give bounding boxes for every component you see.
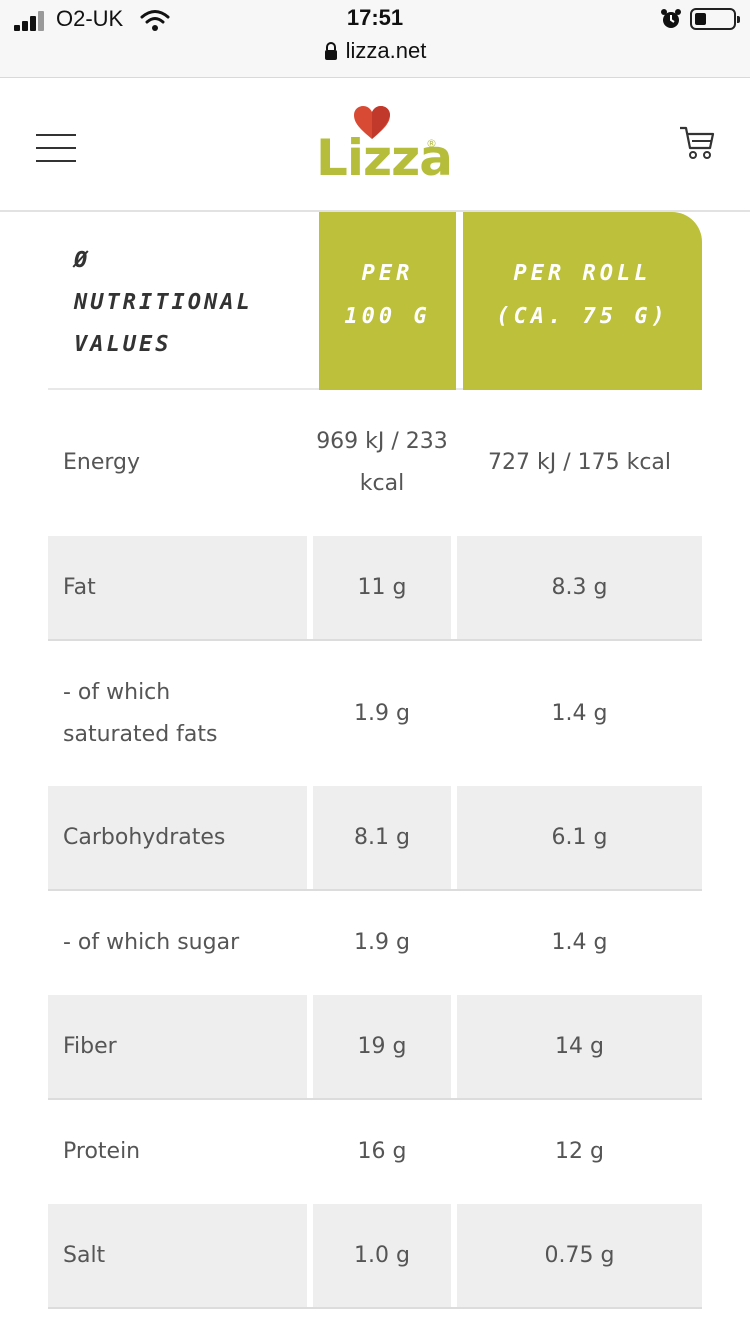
nutrient-name: Energy bbox=[63, 450, 141, 475]
value-per-100g: 1.0 g bbox=[313, 1204, 451, 1307]
logo-text: Lizza bbox=[316, 129, 453, 187]
lizza-logo[interactable]: Lizza ® bbox=[316, 106, 453, 187]
wifi-icon bbox=[140, 10, 170, 31]
table-row-salt: Salt 1.0 g 0.75 g bbox=[48, 1204, 702, 1309]
value-per-roll: 1.4 g bbox=[551, 700, 608, 726]
alarm-icon bbox=[661, 9, 681, 28]
column-header-per-100g: PER 100 G bbox=[319, 212, 456, 390]
heading-text: NUTRITIONAL VALUES bbox=[74, 290, 253, 357]
cart-icon[interactable] bbox=[678, 124, 716, 162]
lock-icon bbox=[324, 42, 337, 60]
url-bar[interactable]: lizza.net bbox=[0, 38, 750, 64]
value-per-roll: 0.75 g bbox=[457, 1204, 702, 1307]
nutritional-values-heading: Ø NUTRITIONAL VALUES bbox=[74, 240, 324, 366]
url-text: lizza.net bbox=[345, 38, 427, 63]
registered-mark: ® bbox=[426, 137, 437, 150]
table-row-carbohydrates: Carbohydrates 8.1 g 6.1 g bbox=[48, 786, 702, 891]
diameter-symbol: Ø bbox=[74, 248, 91, 273]
nutrient-name: - of which sugar bbox=[63, 930, 240, 955]
value-per-roll: 1.4 g bbox=[551, 930, 608, 955]
table-row-fat: Fat 11 g 8.3 g bbox=[48, 536, 702, 641]
table-row-protein: Protein 16 g 12 g bbox=[48, 1100, 702, 1204]
nutrient-name: Salt bbox=[48, 1204, 307, 1307]
nutrient-name: Protein bbox=[63, 1139, 141, 1164]
value-per-roll: 727 kJ / 175 kcal bbox=[487, 450, 672, 475]
battery-icon bbox=[690, 8, 740, 30]
heart-icon bbox=[354, 106, 390, 139]
nutrient-name: Fat bbox=[48, 536, 307, 639]
table-row-energy: Energy 969 kJ / 233 kcal 727 kJ / 175 kc… bbox=[48, 390, 702, 536]
clock: 17:51 bbox=[346, 5, 404, 30]
nutrient-name: - of which saturated fats bbox=[63, 679, 218, 747]
column-header-per-roll: PER ROLL (CA. 75 G) bbox=[463, 212, 702, 390]
value-per-roll: 8.3 g bbox=[457, 536, 702, 639]
nutrient-name: Carbohydrates bbox=[48, 786, 307, 889]
table-header: Ø NUTRITIONAL VALUES PER 100 G PER ROLL … bbox=[48, 212, 702, 390]
table-row-fiber: Fiber 19 g 14 g bbox=[48, 995, 702, 1100]
site-header: Lizza ® bbox=[0, 79, 750, 212]
table-row-saturated-fats: - of which saturated fats 1.9 g 1.4 g bbox=[48, 641, 702, 786]
value-per-100g: 16 g bbox=[357, 1139, 407, 1164]
menu-icon[interactable] bbox=[36, 134, 76, 164]
signal-strength-icon bbox=[14, 11, 48, 31]
value-per-100g: 1.9 g bbox=[354, 930, 410, 955]
value-per-roll: 14 g bbox=[457, 995, 702, 1098]
nutrition-table: Ø NUTRITIONAL VALUES PER 100 G PER ROLL … bbox=[48, 212, 702, 1309]
nutrient-name: Fiber bbox=[48, 995, 307, 1098]
value-per-100g: 969 kJ / 233 kcal bbox=[316, 429, 448, 496]
value-per-100g: 11 g bbox=[313, 536, 451, 639]
value-per-roll: 6.1 g bbox=[457, 786, 702, 889]
value-per-roll: 12 g bbox=[555, 1139, 604, 1164]
status-bar: O2-UK 17:51 lizza.net bbox=[0, 0, 750, 78]
value-per-100g: 1.9 g bbox=[354, 700, 410, 726]
value-per-100g: 19 g bbox=[313, 995, 451, 1098]
table-row-sugar: - of which sugar 1.9 g 1.4 g bbox=[48, 891, 702, 995]
value-per-100g: 8.1 g bbox=[313, 786, 451, 889]
carrier-name: O2-UK bbox=[56, 6, 124, 31]
